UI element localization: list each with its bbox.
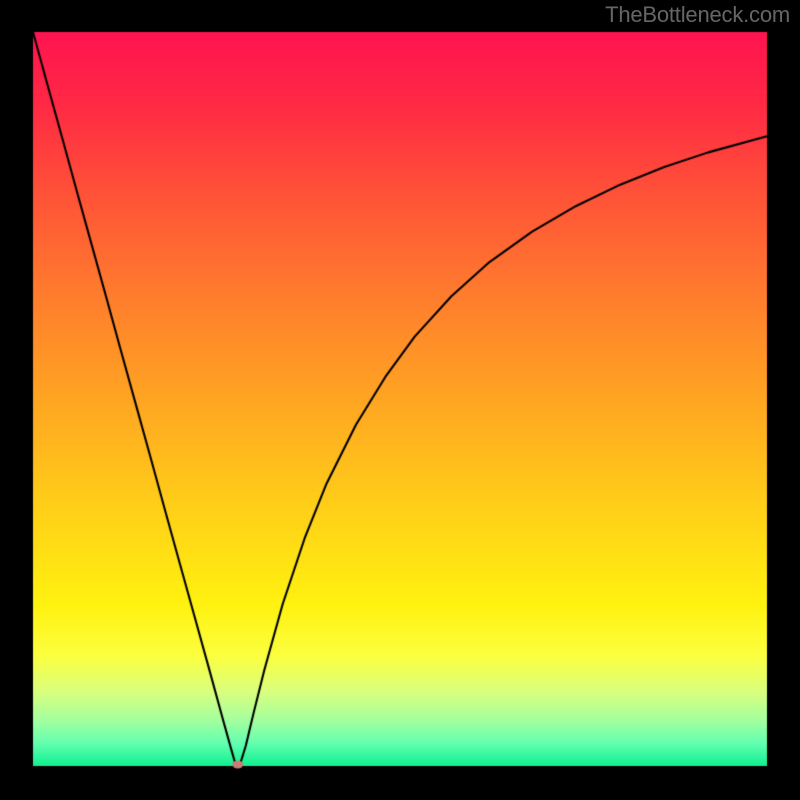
watermark-label: TheBottleneck.com [605,2,790,28]
chart-container: TheBottleneck.com [0,0,800,800]
bottleneck-curve-chart [0,0,800,800]
